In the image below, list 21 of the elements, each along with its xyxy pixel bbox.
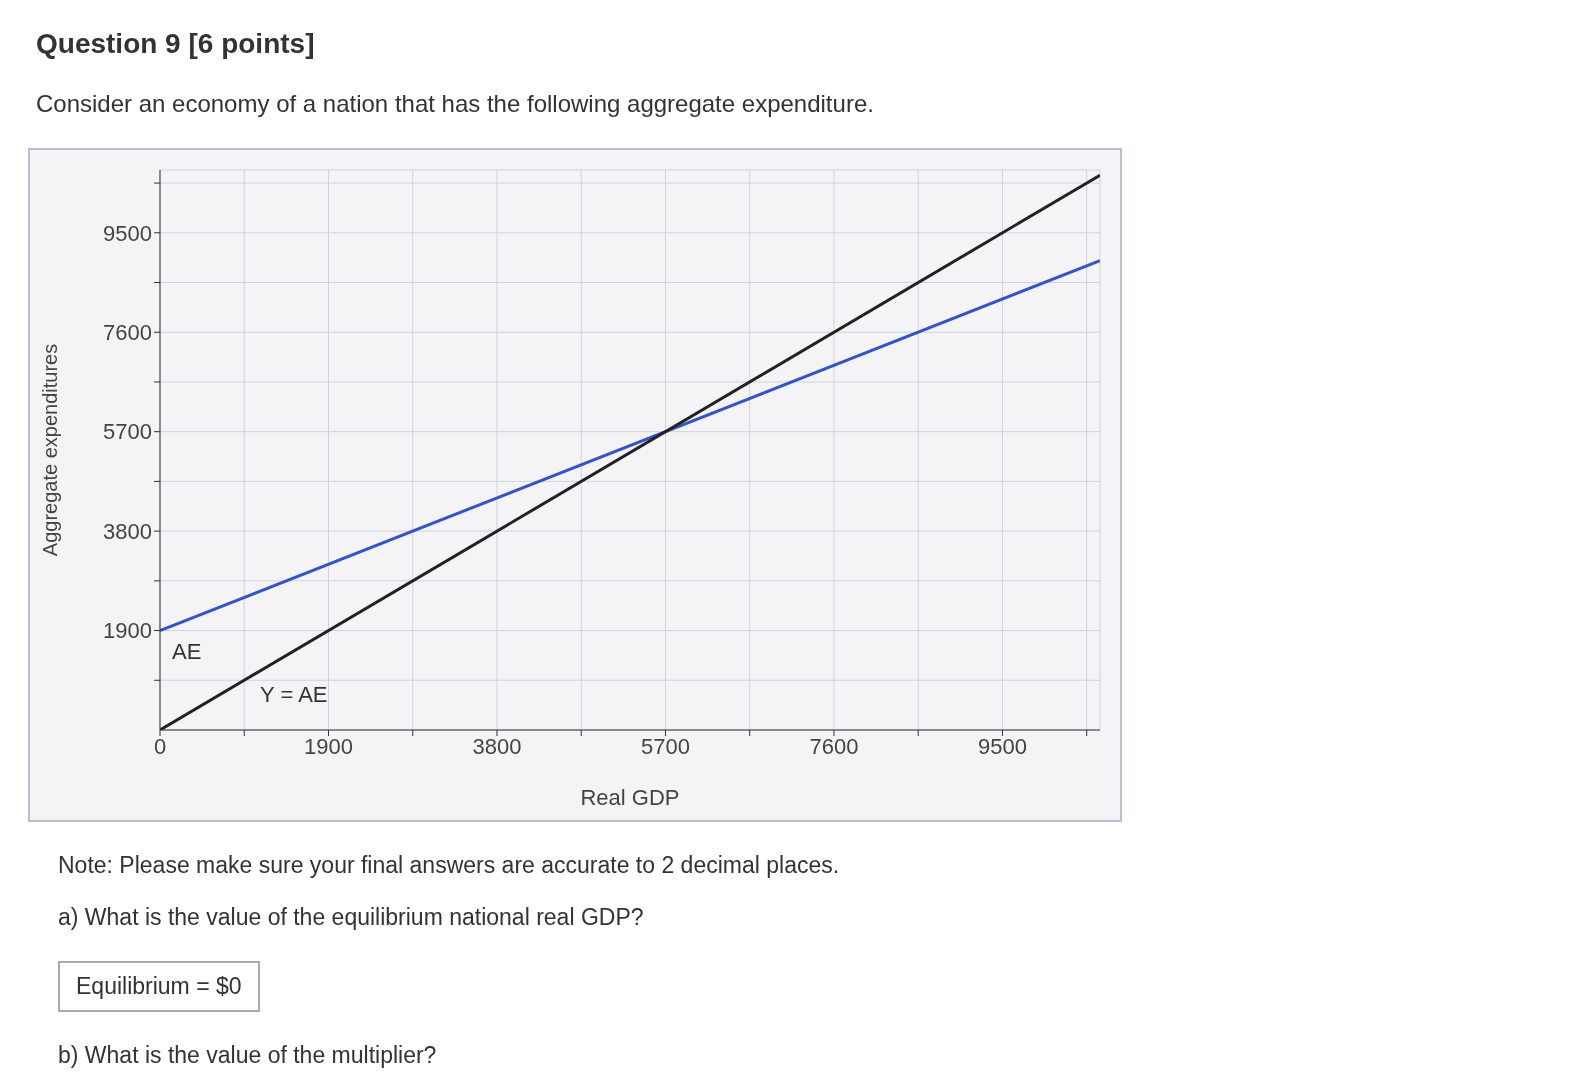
y-axis-title: Aggregate expenditures bbox=[39, 343, 62, 557]
series-label: AE bbox=[172, 638, 202, 664]
y-tick-label: 7600 bbox=[103, 320, 152, 346]
text: b) What is the value of the multiplier? bbox=[58, 1042, 438, 1069]
text: Equilibrium = $0 bbox=[58, 961, 260, 1012]
y-tick-label: 3800 bbox=[103, 518, 152, 544]
y-tick-label: 9500 bbox=[103, 220, 152, 246]
x-tick-label: 7600 bbox=[809, 734, 859, 759]
text: Note: Please make sure your final answers are accurate to 2 decimal places. bbox=[58, 852, 841, 879]
series-label: Y = AE bbox=[260, 682, 328, 707]
chart-title: Question 9 [6 points] bbox=[36, 28, 316, 60]
chart-subtitle: Consider an economy of a nation that has the following aggregate expenditure. bbox=[36, 90, 875, 118]
y-tick-label: 1900 bbox=[103, 618, 152, 644]
text: a) What is the value of the equilibrium national real GDP? bbox=[58, 904, 645, 931]
x-tick-label: 5700 bbox=[641, 734, 690, 759]
x-tick-label: 1900 bbox=[304, 734, 353, 759]
x-tick-label: 9500 bbox=[977, 734, 1027, 759]
x-axis-title: Real GDP bbox=[580, 785, 680, 810]
x-tick-label: 0 bbox=[153, 734, 167, 759]
y-tick-label: 5700 bbox=[103, 419, 152, 445]
x-tick-label: 3800 bbox=[472, 734, 522, 759]
